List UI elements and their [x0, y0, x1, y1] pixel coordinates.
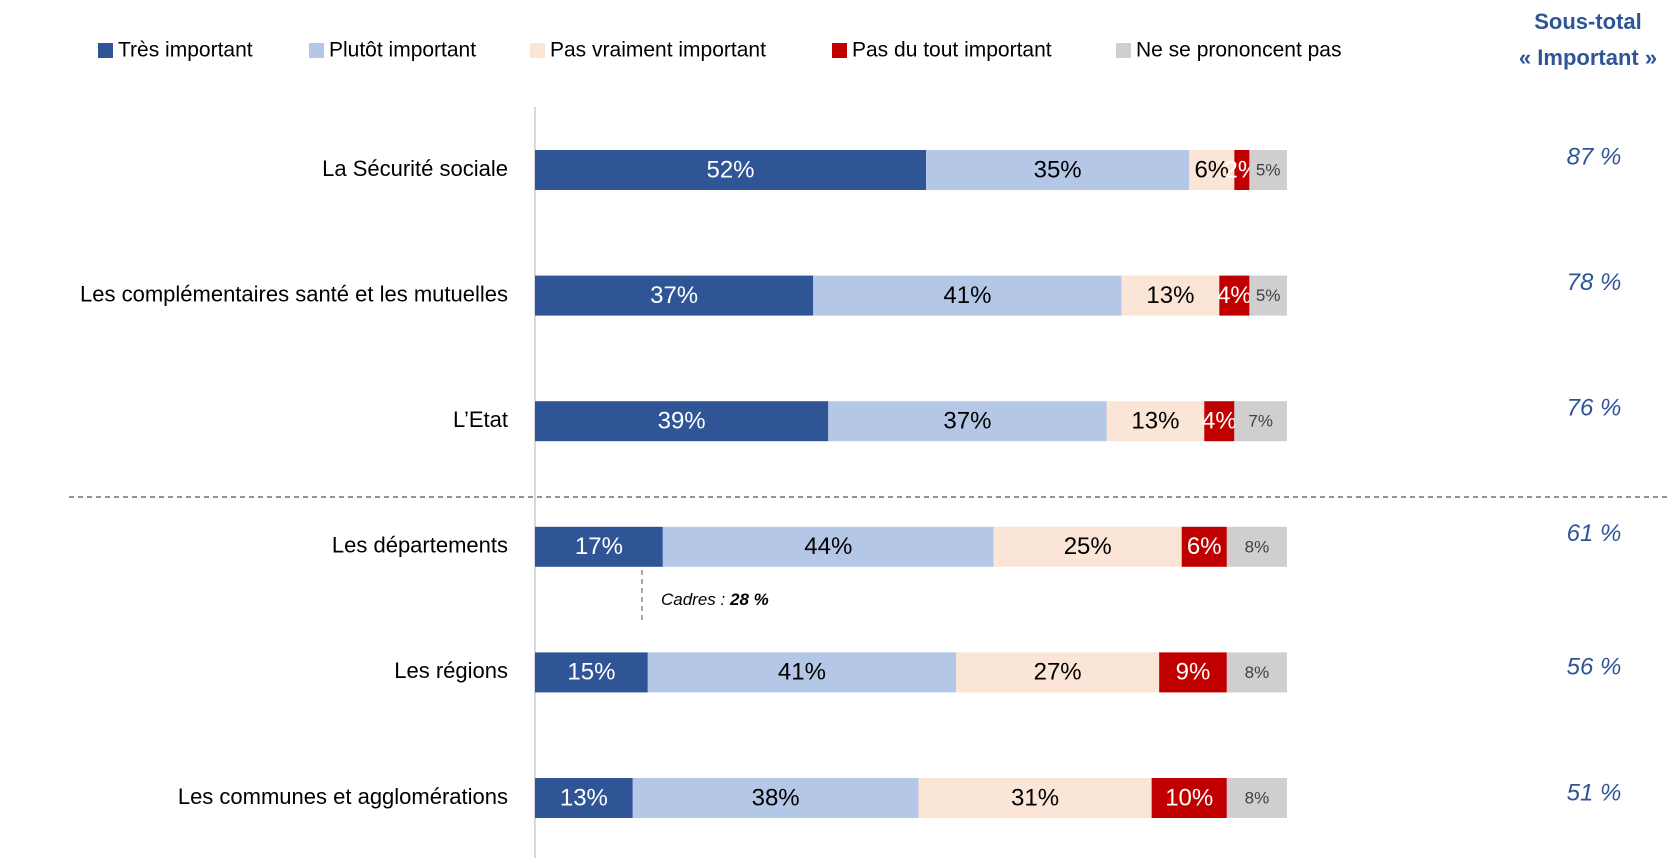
data-label: 13%	[1131, 408, 1179, 435]
annotation-value: 28 %	[729, 590, 769, 609]
bar-segment	[535, 526, 663, 567]
data-label: 52%	[706, 156, 754, 183]
annotation: Cadres : 28 %	[661, 590, 769, 609]
bar-segment	[1226, 652, 1287, 693]
legend-swatch	[1116, 43, 1131, 58]
data-label: 41%	[943, 282, 991, 309]
data-label: 4%	[1217, 282, 1252, 309]
data-label: 13%	[560, 784, 608, 811]
category-label: Les communes et agglomérations	[178, 784, 508, 809]
legend-label: Ne se prononcent pas	[1136, 39, 1341, 62]
category-label: La Sécurité sociale	[322, 156, 508, 181]
bar-segment	[1181, 526, 1227, 567]
data-label: 8%	[1245, 663, 1270, 682]
category-label: Les complémentaires santé et les mutuell…	[80, 281, 508, 306]
legend-swatch	[530, 43, 545, 58]
bar-segment	[535, 652, 648, 693]
bar-segment	[1226, 526, 1287, 567]
bar-segment	[813, 275, 1122, 316]
bar-segment	[1249, 275, 1287, 316]
legend-label: Très important	[118, 39, 253, 62]
data-label: 31%	[1011, 784, 1059, 811]
data-label: 37%	[943, 408, 991, 435]
bar-segment	[993, 526, 1182, 567]
data-label: 8%	[1245, 537, 1270, 556]
bar-segment	[956, 652, 1160, 693]
subtotal-value: 51 %	[1567, 779, 1622, 806]
data-label: 8%	[1245, 788, 1270, 807]
bar-segment	[1249, 150, 1287, 190]
bar-segment	[828, 401, 1107, 442]
data-label: 6%	[1194, 156, 1229, 183]
bar-segment	[1219, 275, 1250, 316]
data-label: 35%	[1034, 156, 1082, 183]
bar-segment	[1106, 401, 1205, 442]
bar-segment	[1204, 401, 1235, 442]
subtotal-value: 56 %	[1567, 654, 1622, 681]
bar-segment	[1234, 150, 1250, 190]
subtotal-value: 87 %	[1567, 143, 1622, 170]
data-label: 39%	[658, 408, 706, 435]
bar-segment	[918, 778, 1152, 818]
bar-segment	[535, 275, 814, 316]
category-label: Les départements	[332, 533, 508, 558]
data-label: 38%	[752, 784, 800, 811]
subtotal-title: « Important »	[1519, 45, 1657, 70]
legend-swatch	[832, 43, 847, 58]
bar-segment	[1226, 778, 1287, 818]
bar-segment	[535, 401, 829, 442]
bar-segment	[535, 778, 633, 818]
subtotal-value: 78 %	[1567, 269, 1622, 296]
data-label: 25%	[1064, 533, 1112, 560]
subtotal-value: 76 %	[1567, 395, 1622, 422]
bar-segment	[535, 150, 927, 190]
data-label: 44%	[804, 533, 852, 560]
bar-segment	[647, 652, 957, 693]
category-label: Les régions	[394, 658, 508, 683]
legend-label: Pas vraiment important	[550, 39, 766, 62]
data-label: 41%	[778, 659, 826, 686]
bar-segment	[632, 778, 919, 818]
bar-segment	[1121, 275, 1220, 316]
legend-label: Pas du tout important	[852, 39, 1052, 62]
bar-segment	[926, 150, 1190, 190]
data-label: 10%	[1165, 784, 1213, 811]
bar-segment	[1159, 652, 1227, 693]
data-label: 5%	[1256, 286, 1281, 305]
data-label: 9%	[1176, 659, 1211, 686]
bar-segment	[662, 526, 994, 567]
legend-swatch	[98, 43, 113, 58]
data-label: 27%	[1034, 659, 1082, 686]
legend-label: Plutôt important	[329, 39, 476, 62]
annotation-label: Cadres :	[661, 590, 726, 609]
legend-swatch	[309, 43, 324, 58]
bar-segment	[1189, 150, 1235, 190]
subtotal-title: Sous-total	[1534, 9, 1642, 34]
data-label: 6%	[1187, 533, 1222, 560]
data-label: 37%	[650, 282, 698, 309]
data-label: 5%	[1256, 160, 1281, 179]
data-label: 15%	[567, 659, 615, 686]
data-label: 17%	[575, 533, 623, 560]
data-label: 7%	[1248, 412, 1273, 431]
subtotal-value: 61 %	[1567, 520, 1622, 547]
bar-segment	[1234, 401, 1287, 442]
category-label: L’Etat	[453, 407, 508, 432]
bar-segment	[1151, 778, 1227, 818]
data-label: 13%	[1146, 282, 1194, 309]
data-label: 4%	[1202, 408, 1237, 435]
